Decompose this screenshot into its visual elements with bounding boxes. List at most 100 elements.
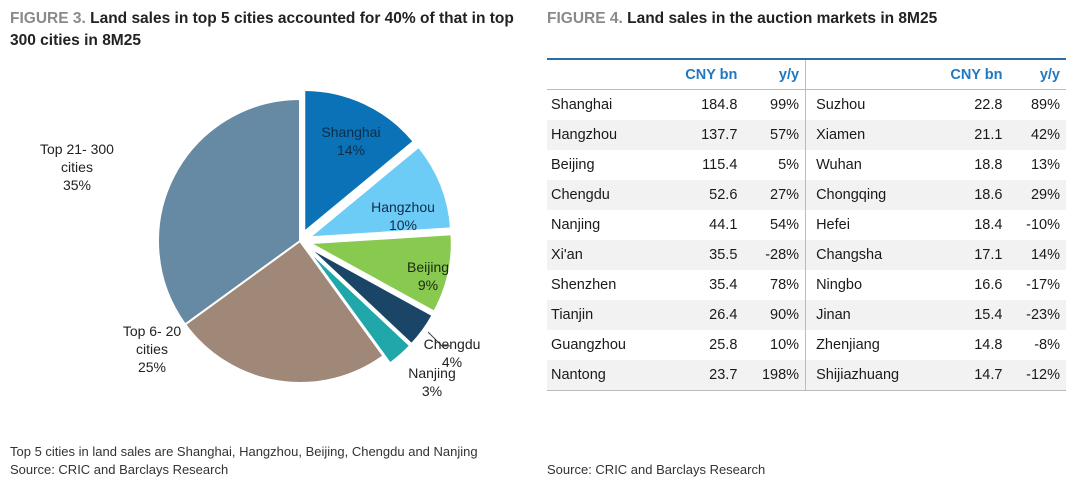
left-change-cell: 198% [743, 360, 807, 391]
right-value-cell: 16.6 [974, 277, 1003, 293]
left-header-value: CNY bn [663, 59, 744, 90]
left-change-cell: 5% [743, 150, 807, 180]
left-value-cell: 115.4 [702, 157, 738, 173]
auction-land-sales-table: CNY bn y/y CNY bn y/y Shanghai 184.8 99% Su… [547, 58, 1066, 391]
table-row: Chengdu 52.6 27% Chongqing 18.6 29% [547, 180, 1066, 210]
pie-label-top-21-300-cities: Top 21- 300 cities 35% [40, 141, 114, 193]
right-city-cell: Suzhou [816, 97, 866, 113]
table-row: Nanjing 44.1 54% Hefei 18.4 -10% [547, 210, 1066, 240]
figure-4-source: Source: CRIC and Barclays Research [547, 462, 766, 477]
pie-label-top-6-20-cities: Top 6- 20 cities 25% [123, 323, 182, 375]
right-city-cell: Ningbo [816, 277, 863, 293]
right-change-cell: -17% [1026, 277, 1060, 293]
pie-slice-nanjing [305, 247, 412, 365]
table-row: Guangzhou 25.8 10% Zhenjiang 14.8 -8% [547, 330, 1066, 360]
left-value-cell: 35.4 [709, 277, 738, 293]
left-city-cell: Xi'an [547, 240, 663, 270]
right-change-cell: -10% [1026, 217, 1060, 233]
left-change-cell: 78% [743, 270, 807, 300]
left-city-cell: Shanghai [551, 97, 613, 113]
pie-slice-shanghai [303, 88, 416, 235]
left-change-cell: 10% [743, 330, 807, 360]
figure-3-title: FIGURE 3. Land sales in top 5 cities acc… [10, 8, 530, 52]
left-change-cell: 54% [743, 210, 807, 240]
table-row: Hangzhou 137.7 57% Xiamen 21.1 42% [547, 120, 1066, 150]
pie-chart: Shanghai 14% Hangzhou 10% Beijing 9% Chengdu 4%… [40, 88, 481, 399]
left-city-cell: Hangzhou [547, 120, 663, 150]
left-value-cell: 137.7 [663, 120, 744, 150]
left-value-cell: 26.4 [663, 300, 744, 330]
right-value-cell: 17.1 [928, 240, 1009, 270]
pie-slice-top-21-300-cities [157, 97, 301, 326]
pie-label-nanjing: Nanjing 3% [408, 365, 455, 399]
right-value-cell: 14.8 [974, 337, 1003, 353]
pie-label-hangzhou: Hangzhou 10% [371, 199, 435, 233]
right-city-cell: Jinan [812, 300, 929, 330]
right-value-cell: 18.4 [974, 217, 1003, 233]
table-header-row: CNY bn y/y CNY bn y/y [547, 59, 1066, 90]
left-value-cell: 44.1 [709, 217, 738, 233]
figure-3-number: FIGURE 3. [10, 10, 86, 27]
right-city-cell: Zhenjiang [816, 337, 880, 353]
right-city-cell: Hefei [816, 217, 850, 233]
left-city-cell: Shenzhen [551, 277, 617, 293]
right-value-cell: 21.1 [928, 120, 1009, 150]
table-row: Tianjin 26.4 90% Jinan 15.4 -23% [547, 300, 1066, 330]
pie-slice-beijing [306, 233, 453, 313]
pie-label-beijing: Beijing 9% [407, 259, 449, 293]
pie-slice-top-6-20-cities [183, 239, 385, 384]
figure-4-title-text: Land sales in the auction markets in 8M2… [627, 10, 938, 27]
right-city-cell: Xiamen [812, 120, 929, 150]
figure-4-title: FIGURE 4. Land sales in the auction mark… [547, 8, 1067, 30]
figure-4-number: FIGURE 4. [547, 10, 623, 27]
right-value-cell: 14.7 [928, 360, 1009, 391]
left-value-cell: 35.5 [663, 240, 744, 270]
right-city-cell: Shijiazhuang [812, 360, 929, 391]
pie-label-shanghai: Shanghai 14% [321, 124, 380, 158]
left-city-cell: Nanjing [551, 217, 601, 233]
table-row: Beijing 115.4 5% Wuhan 18.8 13% [547, 150, 1066, 180]
right-change-cell: -23% [1008, 300, 1066, 330]
right-change-cell: 13% [1030, 157, 1060, 173]
right-city-cell: Wuhan [816, 157, 862, 173]
right-header-value: CNY bn [928, 59, 1009, 90]
pie-slice-chengdu [307, 246, 434, 346]
left-change-cell: 90% [743, 300, 807, 330]
pie-label-chengdu: Chengdu 4% [424, 336, 481, 370]
left-city-cell: Beijing [551, 157, 595, 173]
left-value-cell: 25.8 [709, 337, 738, 353]
table-row: Shenzhen 35.4 78% Ningbo 16.6 -17% [547, 270, 1066, 300]
table-row: Shanghai 184.8 99% Suzhou 22.8 89% [547, 89, 1066, 120]
chengdu-leader-line [427, 331, 450, 347]
table-row: Xi'an 35.5 -28% Changsha 17.1 14% [547, 240, 1066, 270]
left-value-cell: 23.7 [663, 360, 744, 391]
left-change-cell: 99% [743, 89, 807, 120]
pie-slice-hangzhou [306, 145, 453, 239]
right-value-cell: 15.4 [928, 300, 1009, 330]
right-city-cell: Chongqing [812, 180, 929, 210]
right-value-cell: 18.8 [974, 157, 1003, 173]
left-city-cell: Nantong [547, 360, 663, 391]
figure-3-title-text: Land sales in top 5 cities accounted for… [10, 10, 514, 49]
left-change-cell: -28% [743, 240, 807, 270]
right-change-cell: 89% [1030, 97, 1060, 113]
left-value-cell: 184.8 [701, 97, 738, 113]
left-change-cell: 27% [743, 180, 807, 210]
right-value-cell: 22.8 [974, 97, 1003, 113]
left-city-cell: Tianjin [547, 300, 663, 330]
right-change-cell: 29% [1008, 180, 1066, 210]
figure-3-source: Source: CRIC and Barclays Research [10, 462, 229, 477]
right-change-cell: -8% [1034, 337, 1060, 353]
left-change-cell: 57% [743, 120, 807, 150]
right-change-cell: 14% [1008, 240, 1066, 270]
right-city-cell: Changsha [812, 240, 929, 270]
right-value-cell: 18.6 [928, 180, 1009, 210]
figure-3-footnote: Top 5 cities in land sales are Shanghai,… [10, 444, 478, 459]
left-city-cell: Guangzhou [551, 337, 626, 353]
left-city-cell: Chengdu [547, 180, 663, 210]
right-change-cell: -12% [1008, 360, 1066, 391]
table-row: Nantong 23.7 198% Shijiazhuang 14.7 -12% [547, 360, 1066, 391]
left-header-change: y/y [743, 59, 807, 90]
right-change-cell: 42% [1008, 120, 1066, 150]
left-value-cell: 52.6 [663, 180, 744, 210]
